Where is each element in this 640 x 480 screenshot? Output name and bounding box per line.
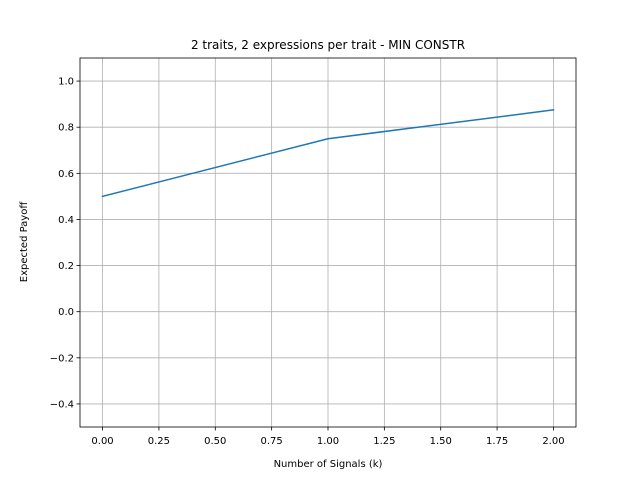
x-tick-label: 1.75 [486, 436, 508, 447]
x-axis-ticks: 0.00 0.25 0.50 0.75 1.00 1.25 1.50 1.75 2.00 [91, 427, 565, 447]
y-axis-ticks: −0.4 −0.2 0.0 0.2 0.4 0.6 0.8 1.0 [50, 77, 80, 410]
y-axis-label: Expected Payoff [19, 201, 30, 283]
x-tick-label: 0.00 [91, 436, 113, 447]
y-tick-label: 1.0 [58, 77, 74, 88]
chart-title: 2 traits, 2 expressions per trait - MIN … [191, 38, 465, 52]
x-tick-label: 0.25 [148, 436, 170, 447]
y-tick-label: −0.2 [50, 353, 74, 364]
y-tick-label: 0.2 [58, 261, 74, 272]
x-tick-label: 2.00 [542, 436, 564, 447]
y-tick-label: 0.6 [58, 169, 74, 180]
x-tick-label: 1.25 [373, 436, 395, 447]
y-tick-label: 0.0 [58, 307, 74, 318]
y-tick-label: −0.4 [50, 399, 74, 410]
x-tick-label: 0.50 [204, 436, 226, 447]
series-line [101, 109, 555, 198]
y-tick-label: 0.4 [58, 215, 74, 226]
grid [80, 58, 576, 427]
x-tick-label: 0.75 [261, 436, 283, 447]
x-tick-label: 1.50 [430, 436, 452, 447]
x-axis-label: Number of Signals (k) [274, 459, 383, 470]
x-tick-label: 1.00 [317, 436, 339, 447]
series-layer [101, 109, 555, 198]
y-tick-label: 0.8 [58, 123, 74, 134]
